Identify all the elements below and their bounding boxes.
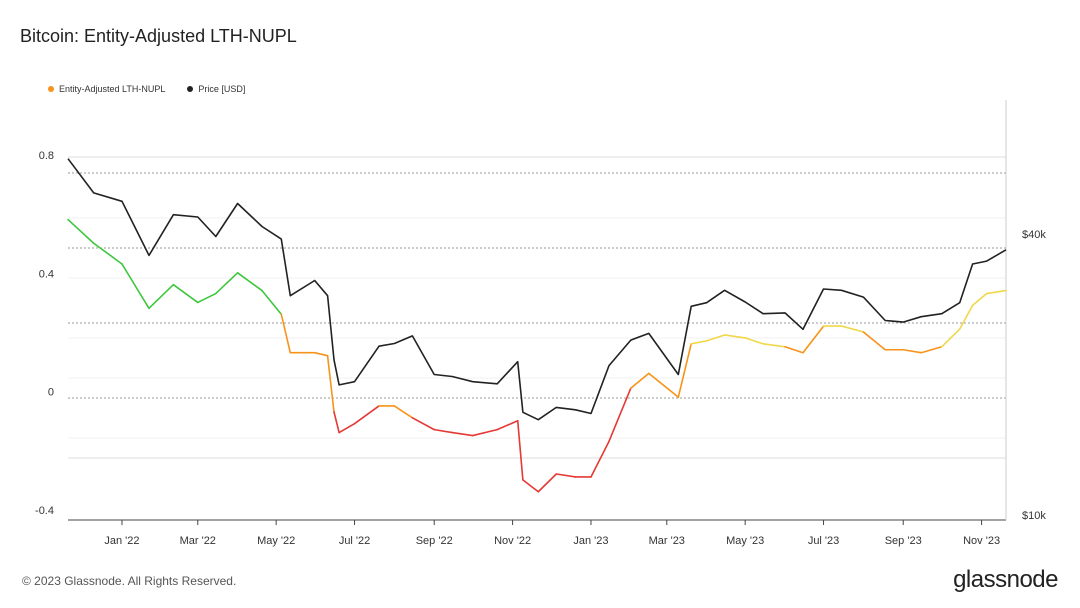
nupl-line-segment [121,263,150,310]
nupl-line-segment [261,289,283,316]
legend-dot-price [187,86,194,92]
y-right-tick-label: $10k [1022,510,1046,522]
x-tick-label: Jul '22 [339,535,370,547]
y-left-tick-label: 0.4 [39,268,54,280]
y-left-tick-label: 0.8 [39,150,54,162]
price-line [67,158,1007,421]
legend-dot-nupl [48,86,54,92]
nupl-line-segment [784,345,804,354]
nupl-line-segment [608,387,632,443]
nupl-line-segment [590,440,610,478]
x-tick-label: Mar '23 [649,535,685,547]
x-tick-label: Jan '22 [104,535,139,547]
x-tick-label: Mar '22 [180,535,216,547]
x-tick-label: Jan '23 [573,535,608,547]
nupl-line-segment [958,304,974,330]
nupl-line-segment [705,334,726,342]
legend-label-nupl: Entity-Adjusted LTH-NUPL [59,84,166,94]
x-tick-label: Sep '23 [885,535,922,547]
nupl-line-segment [411,416,436,431]
chart-legend: Entity-Adjusted LTH-NUPL Price [USD] [48,84,245,94]
nupl-line-segment [862,331,887,351]
nupl-line-segment [985,289,1007,295]
nupl-line-segment [196,292,217,304]
nupl-line-segment [647,372,680,398]
nupl-line-segment [313,351,329,357]
x-tick-label: May '22 [257,535,295,547]
nupl-line-segment [920,345,943,354]
nupl-line-segment [451,431,474,437]
legend-item-price[interactable]: Price [USD] [187,84,245,94]
nupl-line-segment [762,343,786,348]
nupl-line-segment [744,337,764,345]
nupl-line-segment [496,419,519,431]
nupl-line-segment [940,328,961,348]
nupl-line-segment [471,428,498,437]
nupl-line-segment [236,272,263,292]
tick-labels: Jan '22 Mar '22 May '22 Jul '22 Sep '22 Nov '… [35,150,1046,547]
nupl-line-segment [326,354,335,413]
legend-label-price: Price [USD] [198,84,246,94]
nupl-line-segment [338,422,356,434]
nupl-line-segment [629,372,650,390]
nupl-line-segment [280,313,292,354]
nupl-line-segment [840,325,865,333]
nupl-line-segment [333,411,340,434]
grid-lines [68,156,1006,459]
y-left-tick-label: -0.4 [35,505,54,517]
y-left-tick-label: 0 [48,387,54,399]
nupl-line-segment [971,292,988,307]
x-tick-label: Sep '22 [416,535,453,547]
nupl-line-segment [148,283,175,310]
nupl-line-segment [723,334,746,339]
nupl-line-segment [516,419,524,481]
nupl-line-segment [802,325,825,354]
nupl-line-segment [353,405,380,425]
nupl-line-segment [172,283,199,304]
x-tick-label: May '23 [726,535,764,547]
nupl-line-segment [555,473,577,478]
chart-title: Bitcoin: Entity-Adjusted LTH-NUPL [20,26,297,46]
nupl-line-segment [522,479,540,493]
glassnode-logo: glassnode [953,566,1058,593]
nupl-line-segment [393,405,414,419]
nupl-line-segment [537,473,558,493]
x-tick-label: Nov '22 [494,535,531,547]
x-tick-label: Nov '23 [963,535,1000,547]
legend-item-nupl[interactable]: Entity-Adjusted LTH-NUPL [48,84,165,94]
x-tick-label: Jul '23 [808,535,839,547]
axes [68,100,1007,521]
nupl-line-segment [214,272,239,295]
y-right-tick-label: $40k [1022,229,1046,241]
nupl-line-segment [92,242,123,265]
nupl-line-segment [690,340,708,345]
nupl-line-segment [902,348,922,354]
nupl-line-segment [433,428,453,434]
copyright-footer: © 2023 Glassnode. All Rights Reserved. [22,574,237,588]
nupl-line-segment [677,343,692,398]
series-lines [67,158,1007,493]
nupl-line-segment [67,218,95,245]
